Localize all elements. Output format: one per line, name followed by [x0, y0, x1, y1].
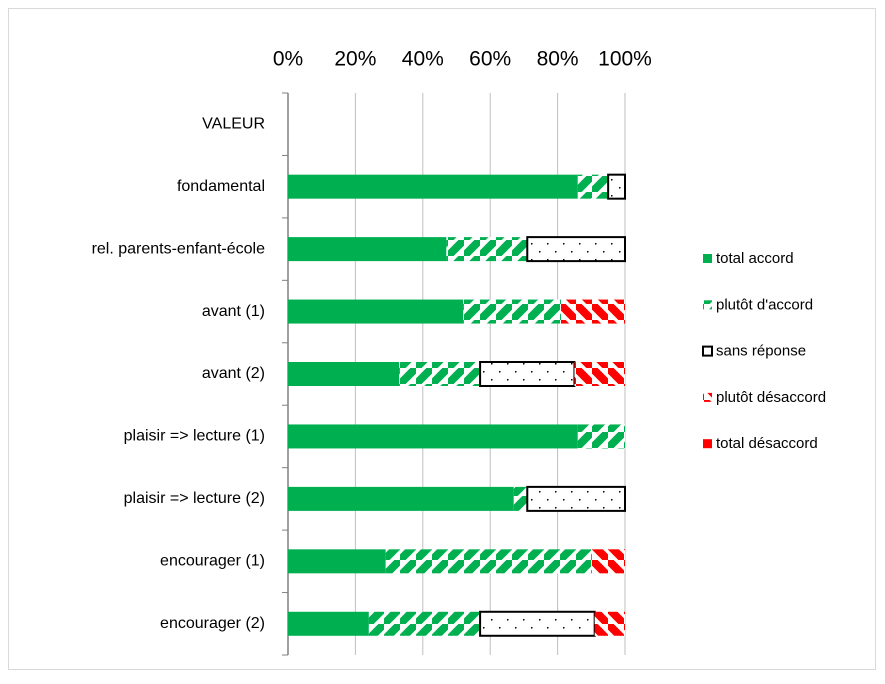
- category-label: avant (1): [202, 303, 265, 320]
- bar-segment: [577, 174, 609, 199]
- bar-segment: [288, 299, 464, 324]
- bar-segment: [288, 424, 578, 449]
- legend-swatch: [703, 254, 712, 263]
- x-tick-label: 80%: [537, 48, 579, 71]
- legend-swatch: [703, 439, 712, 449]
- x-tick-label: 100%: [598, 48, 652, 71]
- legend-label: total accord: [716, 250, 794, 267]
- legend-label: sans réponse: [716, 343, 806, 360]
- bar-segment: [288, 362, 400, 386]
- legend-swatch: [703, 392, 712, 402]
- category-label: encourager (2): [160, 615, 265, 632]
- x-tick-label: 0%: [273, 48, 303, 71]
- bar-segment: [479, 361, 576, 387]
- bar-segment: [526, 236, 627, 263]
- bar-segment: [577, 424, 625, 449]
- legend-swatch: [702, 345, 713, 357]
- bar-segment: [526, 485, 627, 512]
- category-label: rel. parents-enfant-école: [92, 240, 266, 257]
- legend-swatch: [703, 300, 712, 310]
- category-label: VALEUR: [202, 115, 265, 132]
- category-label: plaisir => lecture (2): [124, 490, 265, 507]
- bar-segment: [560, 299, 625, 324]
- category-label: encourager (1): [160, 553, 265, 570]
- bar-segment: [446, 237, 528, 262]
- bar-segment: [288, 549, 386, 574]
- x-tick-label: 60%: [469, 48, 511, 71]
- legend-label: plutôt d'accord: [716, 296, 813, 313]
- bar-segment: [288, 174, 578, 199]
- bar-segment: [513, 486, 528, 511]
- bar-segment: [594, 611, 625, 636]
- category-label: avant (2): [202, 365, 265, 382]
- bar-segment: [385, 549, 592, 574]
- bar-segment: [288, 237, 447, 262]
- x-tick-label: 20%: [334, 48, 376, 71]
- bar-segment: [463, 299, 561, 324]
- bar-segment: [368, 611, 481, 636]
- x-tick-label: 40%: [402, 48, 444, 71]
- legend-label: plutôt désaccord: [716, 389, 826, 406]
- category-label: fondamental: [177, 178, 265, 195]
- bar-segment: [288, 486, 514, 511]
- bar-segment: [288, 611, 369, 636]
- category-label: plaisir => lecture (1): [124, 428, 265, 445]
- bar-segment: [591, 549, 625, 574]
- legend-label: total désaccord: [716, 435, 818, 452]
- bar-segment: [399, 362, 481, 386]
- bar-segment: [607, 173, 627, 200]
- bar-segment: [479, 610, 596, 637]
- bar-segment: [574, 362, 625, 386]
